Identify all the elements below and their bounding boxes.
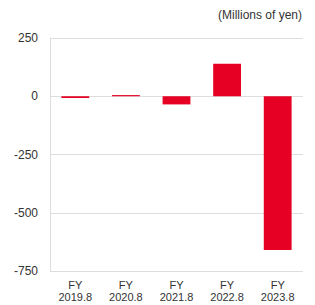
svg-text:-750: -750 xyxy=(14,264,38,278)
svg-text:FY: FY xyxy=(271,279,286,291)
svg-text:FY: FY xyxy=(119,279,134,291)
svg-text:250: 250 xyxy=(18,31,38,45)
svg-text:0: 0 xyxy=(31,89,38,103)
svg-text:FY: FY xyxy=(220,279,235,291)
svg-text:2019.8: 2019.8 xyxy=(58,291,92,303)
svg-text:-500: -500 xyxy=(14,206,38,220)
svg-text:2023.8: 2023.8 xyxy=(261,291,295,303)
svg-text:(Millions of yen): (Millions of yen) xyxy=(218,8,302,22)
svg-text:2020.8: 2020.8 xyxy=(109,291,143,303)
svg-text:FY: FY xyxy=(169,279,184,291)
svg-text:2021.8: 2021.8 xyxy=(160,291,194,303)
svg-text:-250: -250 xyxy=(14,148,38,162)
svg-text:FY: FY xyxy=(68,279,83,291)
svg-text:2022.8: 2022.8 xyxy=(210,291,244,303)
